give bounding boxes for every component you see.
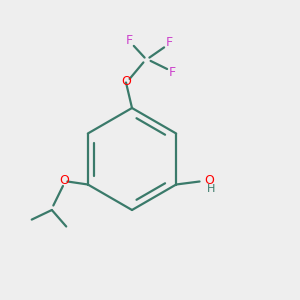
Text: F: F: [125, 34, 133, 47]
Text: O: O: [204, 174, 214, 188]
Text: F: F: [166, 35, 173, 49]
Text: H: H: [207, 184, 215, 194]
Text: O: O: [59, 174, 69, 188]
Text: O: O: [121, 75, 131, 88]
Text: F: F: [169, 65, 176, 79]
